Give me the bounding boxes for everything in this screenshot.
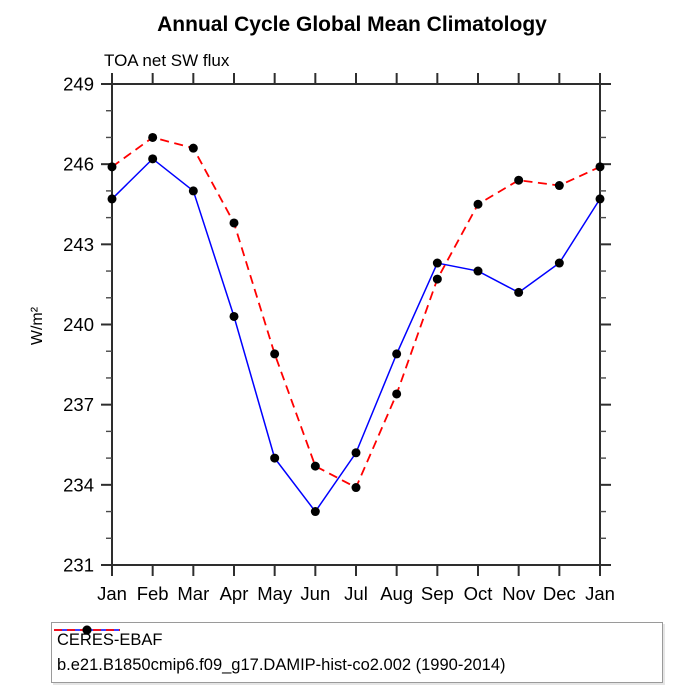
data-point [554, 258, 564, 268]
data-point [270, 453, 280, 463]
data-point [107, 162, 117, 172]
data-point [595, 194, 605, 204]
y-tick-label: 240 [63, 314, 94, 335]
x-tick-label: Dec [543, 583, 576, 604]
chart-title: Annual Cycle Global Mean Climatology [157, 13, 547, 36]
x-tick-label: Aug [380, 583, 413, 604]
legend-label: CERES-EBAF [57, 630, 163, 649]
x-tick-label: Sep [421, 583, 454, 604]
y-tick-label: 243 [63, 234, 94, 255]
data-point [310, 461, 320, 471]
series-line-model [111, 136, 601, 489]
data-point [595, 162, 605, 172]
x-tick-label: Feb [137, 583, 169, 604]
data-point [188, 143, 198, 153]
legend-label: b.e21.B1850cmip6.f09_g17.DAMIP-hist-co2.… [57, 655, 506, 674]
series-line-obs [111, 157, 601, 513]
data-point [270, 349, 280, 359]
legend: CERES-EBAF b.e21.B1850cmip6.f09_g17.DAMI… [51, 622, 663, 683]
data-point [229, 218, 239, 228]
chart-subtitle: TOA net SW flux [104, 51, 230, 70]
data-point [310, 507, 320, 517]
data-point [473, 199, 483, 209]
y-tick-label: 249 [63, 74, 94, 95]
x-tick-label: Jun [300, 583, 330, 604]
legend-line-sample-dashed [54, 625, 120, 635]
x-tick-label: Apr [220, 583, 249, 604]
data-point [148, 154, 158, 164]
data-points [107, 132, 605, 517]
x-tick-label: Nov [502, 583, 536, 604]
y-tick-label: 237 [63, 394, 94, 415]
data-point [351, 448, 361, 458]
x-tick-label: Oct [464, 583, 493, 604]
data-point [148, 132, 158, 142]
data-point [514, 175, 524, 185]
data-point [229, 311, 239, 321]
axes: 231 234 237 240 243 246 249 Jan Feb Mar Apr May Jun J… [63, 73, 615, 604]
data-point [107, 194, 117, 204]
x-tick-label: Jul [344, 583, 368, 604]
y-tick-label: 246 [63, 154, 94, 175]
data-point [432, 274, 442, 284]
data-point [554, 181, 564, 191]
x-tick-label: May [257, 583, 293, 604]
x-tick-label: Jan [585, 583, 615, 604]
data-point [432, 258, 442, 268]
x-tick-label: Mar [177, 583, 209, 604]
data-point [514, 287, 524, 297]
plot-frame [111, 83, 601, 566]
legend-item-ceres-ebaf: CERES-EBAF [54, 625, 662, 649]
data-point [188, 186, 198, 196]
y-tick-label: 234 [63, 474, 94, 495]
legend-item-model: b.e21.B1850cmip6.f09_g17.DAMIP-hist-co2.… [54, 625, 662, 674]
data-point [392, 389, 402, 399]
x-tick-label: Jan [97, 583, 127, 604]
data-point [351, 483, 361, 493]
data-point [392, 349, 402, 359]
data-point [473, 266, 483, 276]
y-tick-label: 231 [63, 555, 94, 576]
y-axis-label: W/m² [29, 306, 46, 345]
